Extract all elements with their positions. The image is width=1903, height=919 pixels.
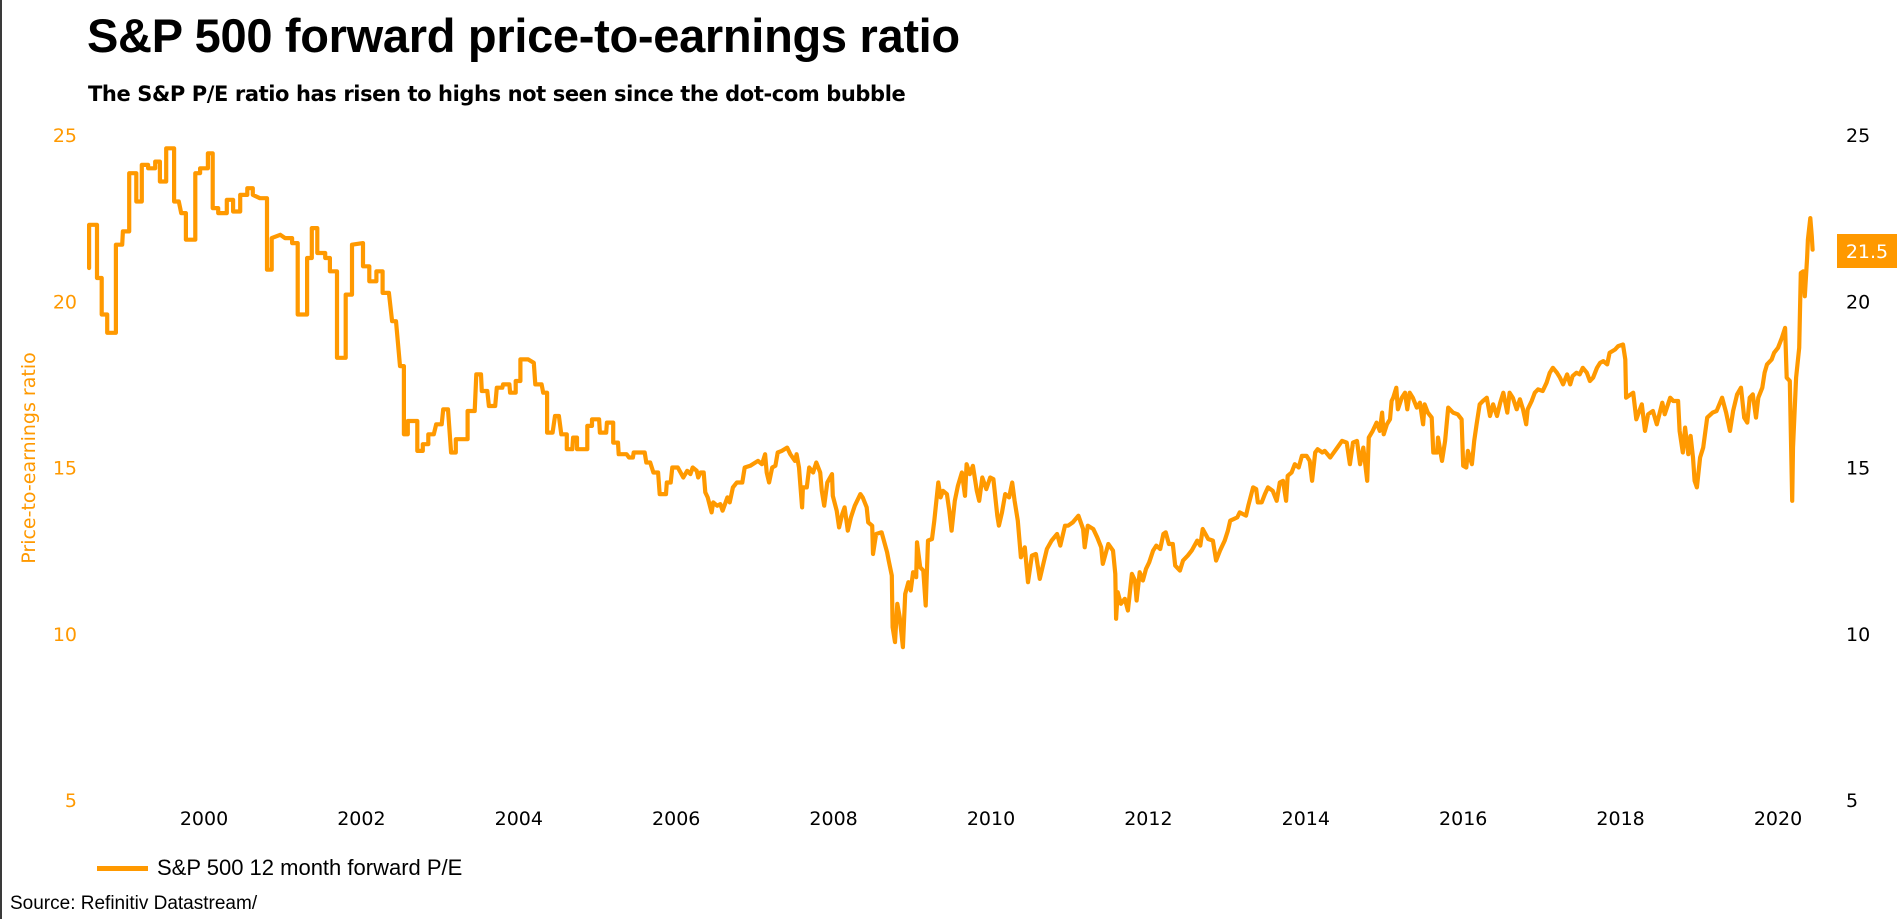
series-layer — [86, 146, 1815, 650]
right-y-tick-label: 15 — [1846, 458, 1870, 480]
source-note: Source: Refinitiv Datastream/ — [10, 893, 258, 914]
x-tick-label: 2014 — [1282, 808, 1330, 830]
x-tick-label: 2012 — [1124, 808, 1172, 830]
x-tick-label: 2008 — [809, 808, 857, 830]
x-tick-label: 2004 — [495, 808, 543, 830]
left-border — [0, 0, 2, 919]
x-tick-label: 2018 — [1596, 808, 1644, 830]
right-y-tick-label: 20 — [1846, 291, 1870, 313]
x-tick-label: 2000 — [180, 808, 228, 830]
right-y-tick-label: 25 — [1846, 125, 1870, 147]
last-value-badge-text: 21.5 — [1846, 241, 1888, 263]
x-tick-label: 2020 — [1754, 808, 1802, 830]
right-y-tick-label: 5 — [1846, 790, 1858, 812]
x-tick-label: 2016 — [1439, 808, 1487, 830]
series-line-forward-pe — [86, 146, 1815, 650]
x-tick-label: 2002 — [337, 808, 385, 830]
left-y-tick-label: 25 — [53, 125, 77, 147]
left-y-axis: 25 20 15 10 5 — [53, 125, 77, 812]
legend-swatch-pe — [97, 865, 148, 871]
x-tick-label: 2006 — [652, 808, 700, 830]
left-y-tick-label: 20 — [53, 291, 77, 313]
left-y-tick-label: 10 — [53, 624, 77, 646]
chart-title: S&P 500 forward price-to-earnings ratio — [87, 9, 960, 62]
last-value-badge-background — [1837, 234, 1897, 268]
y-axis-label: Price-to-earnings ratio — [18, 352, 40, 563]
x-tick-label: 2010 — [967, 808, 1015, 830]
x-axis: 2000 2002 2004 2006 2008 2010 2012 2014 2016 2018… — [180, 808, 1802, 830]
last-value-badge: 21.5 — [1837, 234, 1897, 268]
right-y-tick-label: 10 — [1846, 624, 1870, 646]
legend: S&P 500 12 month forward P/E — [97, 853, 462, 883]
left-y-tick-label: 5 — [65, 790, 77, 812]
legend-label-pe: S&P 500 12 month forward P/E — [157, 855, 463, 880]
chart-subtitle: The S&P P/E ratio has risen to highs not… — [88, 82, 906, 106]
left-y-tick-label: 15 — [53, 458, 77, 480]
right-y-axis: 25 20 15 10 5 — [1846, 125, 1870, 812]
